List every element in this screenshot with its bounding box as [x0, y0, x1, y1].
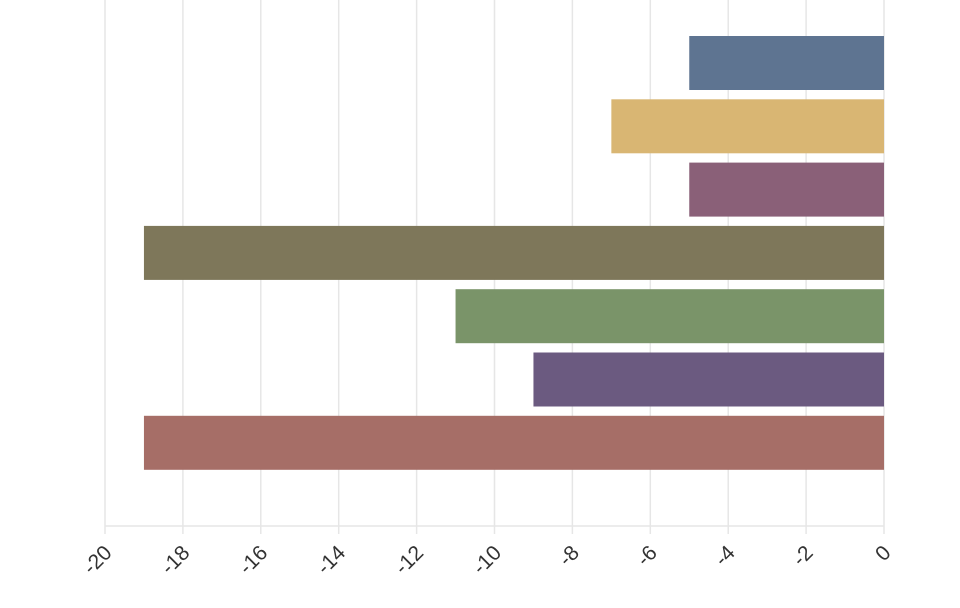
bar	[143, 415, 884, 470]
x-tick-label: 0	[871, 541, 896, 566]
x-axis-tick-labels: -20 -18 -16 -14 -12 -10 -8 -6 -4 -2 0	[79, 541, 896, 579]
bar	[689, 162, 884, 217]
bar	[455, 289, 884, 344]
bar	[143, 225, 884, 280]
x-tick-label: -8	[554, 541, 583, 570]
x-tick-label: -16	[235, 541, 273, 579]
bars	[143, 36, 884, 470]
x-tick-label: -20	[79, 541, 117, 579]
x-tick-label: -2	[788, 541, 817, 570]
x-axis-ticks	[104, 526, 885, 534]
x-tick-label: -4	[710, 541, 740, 571]
x-tick-label: -10	[468, 541, 506, 579]
bar	[611, 99, 884, 154]
x-tick-label: -6	[632, 541, 661, 570]
x-tick-label: -14	[313, 541, 351, 579]
x-tick-label: -12	[390, 541, 428, 579]
bar	[689, 36, 884, 90]
x-tick-label: -18	[157, 541, 195, 579]
bar	[533, 352, 884, 407]
